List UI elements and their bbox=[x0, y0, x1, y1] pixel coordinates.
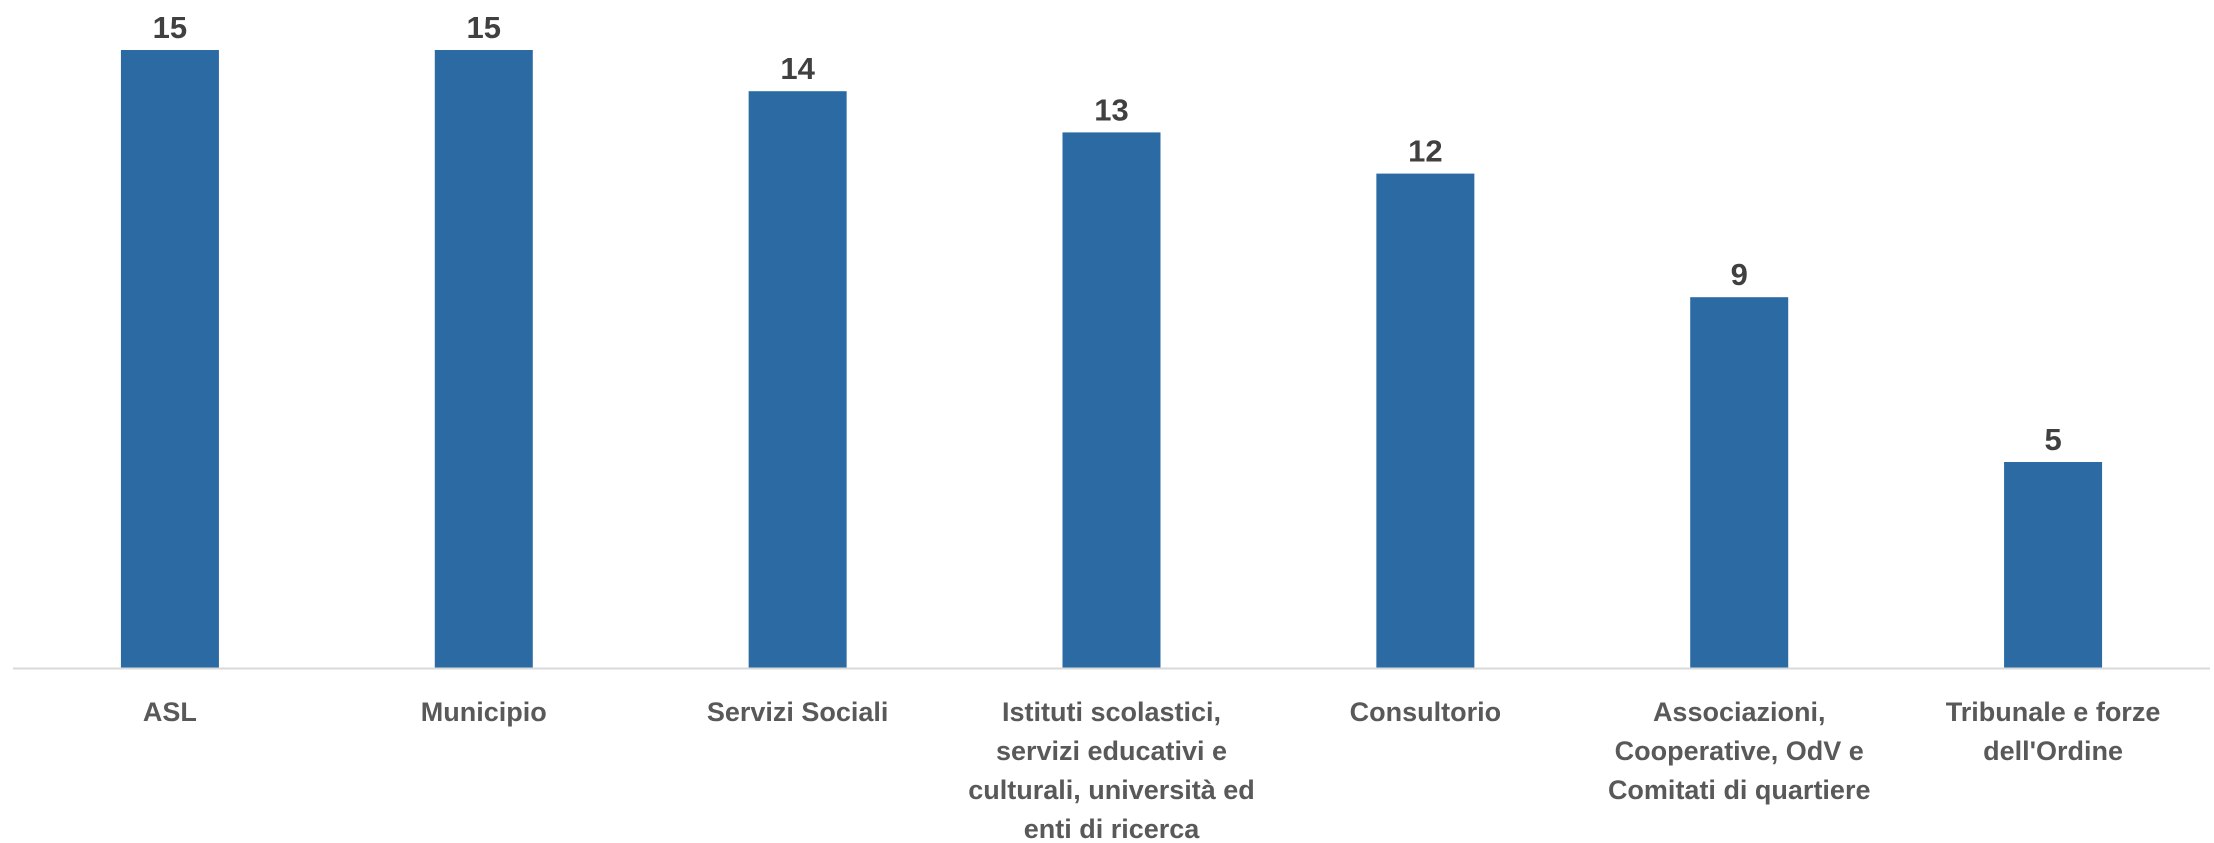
bar bbox=[1690, 297, 1789, 668]
category-label-line: Servizi Sociali bbox=[707, 697, 889, 727]
category-label-line: ASL bbox=[143, 697, 197, 727]
category-label-line: servizi educativi e bbox=[996, 736, 1227, 766]
bar bbox=[434, 50, 533, 668]
data-label: 12 bbox=[1408, 134, 1442, 169]
data-labels-group: 15 15 14 13 12 9 5 bbox=[153, 10, 2062, 457]
data-label: 15 bbox=[153, 10, 187, 45]
category-label-line: enti di ricerca bbox=[1024, 814, 1201, 843]
data-label: 14 bbox=[780, 51, 815, 86]
category-label: Municipio bbox=[421, 697, 547, 727]
category-label: ASL bbox=[143, 697, 197, 727]
bars-group bbox=[120, 50, 2103, 668]
data-label: 13 bbox=[1094, 92, 1128, 127]
data-label: 15 bbox=[467, 10, 501, 45]
category-label-line: Associazioni, bbox=[1653, 697, 1826, 727]
category-label: Tribunale e forze dell'Ordine bbox=[1946, 697, 2161, 766]
data-label: 9 bbox=[1731, 257, 1748, 292]
bar bbox=[748, 91, 847, 668]
category-label: Servizi Sociali bbox=[707, 697, 889, 727]
category-label: Consultorio bbox=[1350, 697, 1501, 727]
category-label-line: Comitati di quartiere bbox=[1608, 775, 1871, 805]
category-label-line: Cooperative, OdV e bbox=[1615, 736, 1864, 766]
bar bbox=[120, 50, 219, 668]
category-label: Associazioni, Cooperative, OdV e Comitati … bbox=[1608, 697, 1871, 805]
bar bbox=[1062, 132, 1161, 668]
category-label-line: Istituti scolastici, bbox=[1002, 697, 1221, 727]
bar bbox=[1376, 173, 1475, 668]
category-label: Istituti scolastici, servizi educativi e c… bbox=[968, 697, 1255, 843]
category-label-line: culturali, università ed bbox=[968, 775, 1255, 805]
category-label-line: Municipio bbox=[421, 697, 547, 727]
category-label-line: dell'Ordine bbox=[1983, 736, 2123, 766]
bar bbox=[2004, 462, 2103, 668]
data-label: 5 bbox=[2044, 422, 2061, 457]
category-label-line: Tribunale e forze bbox=[1946, 697, 2161, 727]
category-label-line: Consultorio bbox=[1350, 697, 1501, 727]
category-labels-group: ASL Municipio Servizi Sociali Istituti scol… bbox=[143, 697, 2160, 843]
